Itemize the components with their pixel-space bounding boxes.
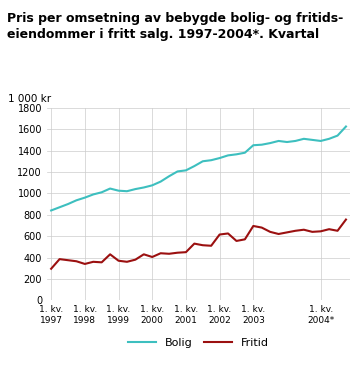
Fritid	[277, 232, 281, 236]
Fritid	[310, 229, 314, 234]
Text: 1 000 kr: 1 000 kr	[8, 94, 51, 104]
Bolig	[251, 143, 256, 147]
Fritid	[83, 262, 87, 266]
Legend: Bolig, Fritid: Bolig, Fritid	[124, 334, 273, 353]
Fritid	[142, 252, 146, 257]
Bolig	[133, 187, 138, 191]
Fritid	[268, 229, 272, 234]
Text: Pris per omsetning av bebygde bolig- og fritids-
eiendommer i fritt salg. 1997-2: Pris per omsetning av bebygde bolig- og …	[7, 12, 343, 40]
Bolig	[277, 139, 281, 143]
Fritid	[74, 259, 79, 264]
Line: Bolig: Bolig	[51, 127, 346, 211]
Fritid	[209, 243, 213, 248]
Fritid	[91, 259, 95, 264]
Bolig	[175, 169, 180, 174]
Bolig	[142, 185, 146, 190]
Fritid	[217, 232, 222, 237]
Bolig	[293, 139, 297, 143]
Fritid	[100, 260, 104, 264]
Bolig	[243, 151, 247, 155]
Bolig	[226, 153, 230, 158]
Bolig	[209, 158, 213, 162]
Bolig	[285, 140, 289, 144]
Bolig	[125, 189, 129, 194]
Line: Fritid: Fritid	[51, 219, 346, 269]
Fritid	[192, 241, 196, 246]
Fritid	[150, 255, 155, 259]
Bolig	[158, 179, 163, 184]
Fritid	[285, 230, 289, 235]
Bolig	[201, 159, 205, 164]
Fritid	[125, 259, 129, 264]
Bolig	[344, 124, 348, 129]
Bolig	[302, 137, 306, 141]
Bolig	[268, 141, 272, 146]
Fritid	[158, 251, 163, 256]
Bolig	[100, 190, 104, 194]
Fritid	[293, 228, 297, 233]
Fritid	[335, 228, 340, 233]
Fritid	[260, 225, 264, 230]
Fritid	[167, 251, 171, 256]
Bolig	[74, 198, 79, 203]
Bolig	[57, 205, 62, 209]
Bolig	[150, 183, 155, 187]
Bolig	[260, 142, 264, 147]
Bolig	[335, 133, 340, 138]
Fritid	[116, 258, 121, 263]
Fritid	[133, 257, 138, 262]
Fritid	[234, 239, 239, 243]
Fritid	[108, 252, 112, 257]
Bolig	[49, 208, 53, 213]
Bolig	[108, 186, 112, 191]
Bolig	[184, 168, 188, 172]
Fritid	[57, 257, 62, 261]
Bolig	[318, 139, 323, 143]
Bolig	[234, 152, 239, 157]
Bolig	[217, 156, 222, 161]
Fritid	[243, 237, 247, 242]
Fritid	[66, 258, 70, 263]
Fritid	[302, 228, 306, 232]
Fritid	[327, 227, 331, 231]
Bolig	[66, 202, 70, 206]
Fritid	[226, 231, 230, 236]
Fritid	[251, 224, 256, 228]
Fritid	[184, 250, 188, 254]
Bolig	[91, 192, 95, 197]
Fritid	[344, 217, 348, 222]
Bolig	[310, 137, 314, 142]
Bolig	[116, 188, 121, 193]
Fritid	[318, 229, 323, 234]
Fritid	[49, 266, 53, 271]
Bolig	[83, 195, 87, 200]
Bolig	[327, 137, 331, 141]
Bolig	[192, 164, 196, 168]
Fritid	[201, 243, 205, 248]
Bolig	[167, 174, 171, 179]
Fritid	[175, 250, 180, 255]
